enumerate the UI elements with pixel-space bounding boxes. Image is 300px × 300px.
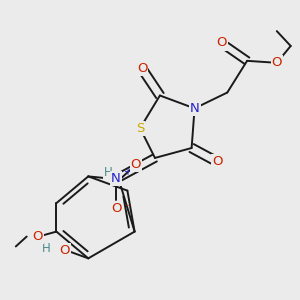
- Text: O: O: [216, 37, 226, 50]
- Text: +: +: [123, 167, 131, 177]
- Text: O: O: [59, 244, 70, 257]
- Text: H: H: [104, 166, 113, 179]
- Text: O: O: [32, 230, 43, 243]
- Text: O: O: [111, 202, 121, 214]
- Text: O: O: [137, 62, 147, 75]
- Text: O: O: [130, 158, 141, 171]
- Text: ⁻: ⁻: [124, 203, 130, 213]
- Text: O: O: [212, 155, 223, 168]
- Text: N: N: [190, 102, 200, 115]
- Text: N: N: [111, 172, 121, 185]
- Text: S: S: [136, 122, 144, 135]
- Text: H: H: [42, 242, 51, 255]
- Text: O: O: [272, 56, 282, 69]
